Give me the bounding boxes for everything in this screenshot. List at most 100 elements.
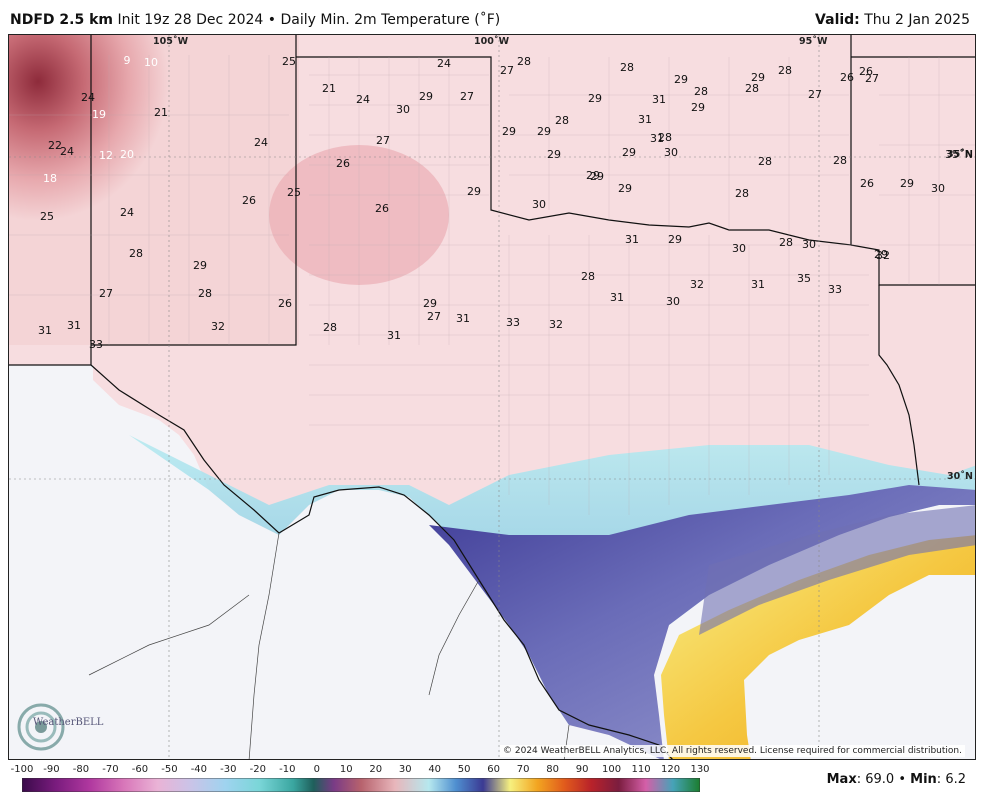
temp-label: 28 bbox=[778, 64, 792, 77]
max-min-readout: Max: 69.0 • Min: 6.2 bbox=[826, 772, 966, 787]
temp-label: 31 bbox=[650, 132, 664, 145]
warm-south bbox=[429, 485, 975, 759]
temp-label: 28 bbox=[735, 187, 749, 200]
temp-label: 31 bbox=[625, 233, 639, 246]
temp-label: 27 bbox=[427, 310, 441, 323]
temp-label: 27 bbox=[808, 88, 822, 101]
colorbar-tick-label: -30 bbox=[220, 764, 237, 775]
gulf-warm bbox=[661, 535, 975, 759]
colorbar-tick-label: 40 bbox=[428, 764, 442, 775]
temp-label: 35 bbox=[797, 272, 811, 285]
colorbar-tick-label: 120 bbox=[660, 764, 681, 775]
temp-label: 29 bbox=[193, 259, 207, 272]
lon-label-100w: 100˚W bbox=[474, 36, 510, 47]
temp-label: 25 bbox=[40, 210, 54, 223]
colorbar-tick-label: -40 bbox=[190, 764, 208, 775]
temp-label: 31 bbox=[652, 93, 666, 106]
temp-label: 26 bbox=[242, 194, 256, 207]
colorbar-tick-label: -90 bbox=[43, 764, 60, 775]
temp-label: 22 bbox=[48, 139, 62, 152]
temp-label: 31 bbox=[638, 113, 652, 126]
temp-label: 26 bbox=[859, 65, 873, 78]
temp-label: 32 bbox=[549, 318, 563, 331]
temp-label: 28 bbox=[517, 55, 531, 68]
temp-label: 27 bbox=[99, 287, 113, 300]
temp-label: 26 bbox=[860, 177, 874, 190]
temp-label: 28 bbox=[694, 85, 708, 98]
temp-label: 26 bbox=[278, 297, 292, 310]
graticule bbox=[9, 35, 975, 759]
temp-label: 28 bbox=[129, 247, 143, 260]
map-title: NDFD 2.5 km Init 19z 28 Dec 2024 • Daily… bbox=[10, 12, 500, 28]
colorbar-tick-label: 0 bbox=[313, 764, 320, 775]
temp-label: 29 bbox=[467, 185, 481, 198]
temp-label: 21 bbox=[322, 82, 336, 95]
colorbar-tick-label: -10 bbox=[279, 764, 296, 775]
colorbar-tick-label: -20 bbox=[249, 764, 266, 775]
max-value: 69.0 bbox=[865, 772, 895, 787]
valid-time: Valid: Thu 2 Jan 2025 bbox=[815, 12, 970, 28]
temp-label: 28 bbox=[620, 61, 634, 74]
temp-label: 19 bbox=[92, 108, 106, 121]
colorbar-tick-label: 60 bbox=[487, 764, 501, 775]
temp-label: 29 bbox=[668, 233, 682, 246]
temp-label: 28 bbox=[779, 236, 793, 249]
temp-label: 18 bbox=[43, 172, 57, 185]
min-label: Min bbox=[910, 772, 937, 787]
temp-label: 21 bbox=[154, 106, 168, 119]
temp-label: 28 bbox=[581, 270, 595, 283]
lon-label-105w: 105˚W bbox=[153, 36, 189, 47]
temp-label: 29 bbox=[586, 169, 600, 182]
colorbar-tick-label: -60 bbox=[131, 764, 149, 775]
temp-label: 26 bbox=[375, 202, 389, 215]
temp-label: 30 bbox=[664, 146, 678, 159]
temp-label: 31 bbox=[751, 278, 765, 291]
temp-label: 24 bbox=[254, 136, 268, 149]
temp-label: 28 bbox=[555, 114, 569, 127]
maxmin-separator: • bbox=[898, 772, 906, 787]
temp-label: 33 bbox=[89, 338, 103, 351]
lat-label-35n: 35˚N bbox=[947, 149, 973, 160]
init-time: Init 19z 28 Dec 2024 bbox=[117, 12, 264, 28]
colorbar-tick-label: -100 bbox=[10, 764, 34, 775]
temp-label: 10 bbox=[144, 56, 158, 69]
colorbar-tick-label: 70 bbox=[516, 764, 530, 775]
temp-label: 29 bbox=[502, 125, 516, 138]
temp-label: 12 bbox=[99, 149, 113, 162]
temp-label: 29 bbox=[900, 177, 914, 190]
valid-value: Thu 2 Jan 2025 bbox=[864, 12, 970, 28]
temp-label: 28 bbox=[323, 321, 337, 334]
county-lines bbox=[9, 55, 975, 515]
temp-label: 24 bbox=[81, 91, 95, 104]
colorbar-tick-label: 10 bbox=[339, 764, 353, 775]
temp-label: 24 bbox=[120, 206, 134, 219]
temp-label: 28 bbox=[745, 82, 759, 95]
temp-label: 27 bbox=[865, 72, 879, 85]
colorbar-tick-label: 110 bbox=[631, 764, 651, 775]
colorbar-tick-label: -70 bbox=[102, 764, 119, 775]
min-value: 6.2 bbox=[945, 772, 966, 787]
temp-label: 29 bbox=[419, 90, 433, 103]
temp-label: 31 bbox=[387, 329, 401, 342]
logo-text: WeatherBELL bbox=[33, 717, 104, 728]
colorbar bbox=[22, 778, 700, 792]
temp-label: 29 bbox=[751, 71, 765, 84]
temp-label: 28 bbox=[758, 155, 772, 168]
colorbar-tick-label: 30 bbox=[398, 764, 412, 775]
temp-label: 29 bbox=[547, 148, 561, 161]
temp-label: 32 bbox=[211, 320, 225, 333]
temp-label: 31 bbox=[67, 319, 81, 332]
temp-label: 31 bbox=[456, 312, 470, 325]
max-label: Max bbox=[826, 772, 857, 787]
state-borders bbox=[9, 35, 975, 759]
colorbar-tick-label: 100 bbox=[602, 764, 622, 775]
product-name: Daily Min. 2m Temperature (˚F) bbox=[280, 12, 501, 28]
temp-label: 29 bbox=[588, 92, 602, 105]
temp-label: 31 bbox=[38, 324, 52, 337]
cold-region bbox=[9, 35, 299, 345]
temp-label: 35˚N bbox=[945, 148, 973, 161]
coordinate-labels: 105˚W 100˚W 95˚W 35˚N 30˚N bbox=[153, 36, 973, 482]
temp-label: 24 bbox=[437, 57, 451, 70]
